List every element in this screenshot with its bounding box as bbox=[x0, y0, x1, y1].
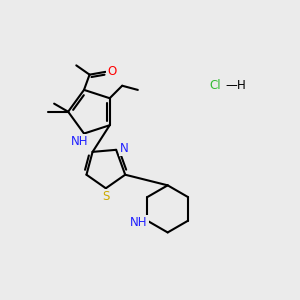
Text: NH: NH bbox=[130, 216, 148, 229]
Text: N: N bbox=[120, 142, 129, 155]
Text: S: S bbox=[102, 190, 110, 203]
Text: NH: NH bbox=[71, 135, 88, 148]
Text: H: H bbox=[237, 79, 246, 92]
Text: Cl: Cl bbox=[209, 79, 220, 92]
Text: —: — bbox=[225, 79, 237, 92]
Text: O: O bbox=[107, 65, 117, 78]
